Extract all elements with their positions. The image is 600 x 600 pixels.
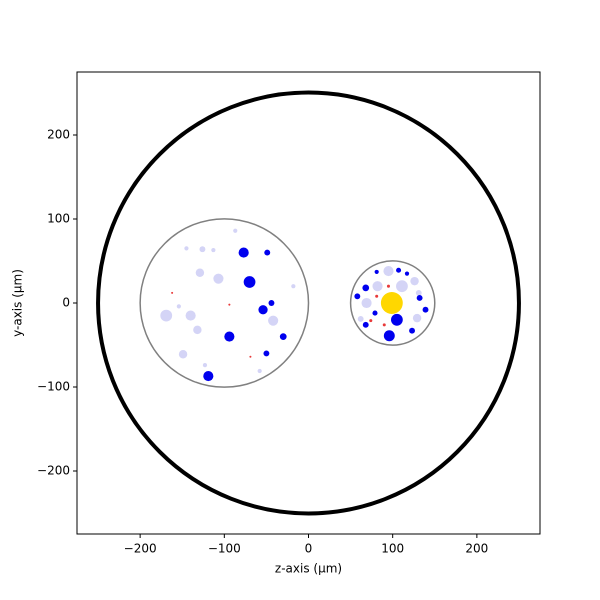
particle <box>374 269 379 275</box>
x-axis-title: z-axis (µm) <box>275 562 342 576</box>
particle <box>357 316 364 322</box>
particle <box>178 350 188 359</box>
boundary-circle <box>96 90 521 516</box>
particle <box>291 284 296 289</box>
particle <box>369 319 373 323</box>
particle <box>268 315 279 326</box>
particle <box>396 280 408 293</box>
y-tick-label: −200 <box>37 464 70 478</box>
particle <box>185 310 196 321</box>
y-tick-label: 100 <box>47 212 70 226</box>
particle <box>258 305 268 315</box>
particle <box>409 327 415 334</box>
particle <box>404 271 410 276</box>
x-tick-label: 200 <box>465 542 488 556</box>
particle <box>362 321 369 328</box>
particle <box>354 293 361 300</box>
particle <box>193 325 202 335</box>
x-tick-label: 0 <box>305 542 313 556</box>
particle <box>361 297 372 309</box>
particle <box>249 355 252 358</box>
particle <box>243 276 256 288</box>
x-tick-label: −100 <box>208 542 241 556</box>
particle <box>362 284 370 292</box>
particle <box>213 273 224 284</box>
x-tick-label: −200 <box>124 542 157 556</box>
y-tick-label: 200 <box>47 128 70 142</box>
particle <box>422 306 429 313</box>
particle <box>372 281 383 292</box>
particle <box>380 292 403 314</box>
particle <box>279 333 287 340</box>
particle <box>372 310 378 316</box>
particle <box>396 267 402 273</box>
particle <box>382 323 386 327</box>
x-tick-label: 100 <box>381 542 404 556</box>
particle <box>202 363 208 368</box>
particle <box>195 268 205 277</box>
particle <box>160 309 173 322</box>
y-tick-label: 0 <box>62 296 70 310</box>
particle <box>257 368 262 374</box>
particle <box>184 246 189 251</box>
particle <box>233 228 238 233</box>
particle <box>268 300 275 306</box>
particle <box>199 246 206 253</box>
particle <box>410 276 419 286</box>
plot-marks <box>96 90 521 516</box>
particle <box>203 371 214 382</box>
particle <box>264 249 271 256</box>
particle <box>415 289 422 296</box>
particle <box>383 266 394 277</box>
boundary-circle <box>349 260 436 346</box>
particle <box>383 330 395 342</box>
particle <box>224 331 235 342</box>
y-axis-title: y-axis (µm) <box>11 269 25 337</box>
particle <box>375 294 379 298</box>
particle <box>176 304 181 309</box>
particle <box>228 303 231 306</box>
particle <box>238 247 249 258</box>
particle <box>211 247 216 253</box>
boundary-circle <box>139 218 310 388</box>
particle <box>386 284 390 288</box>
particle <box>416 295 423 301</box>
y-tick-label: −100 <box>37 380 70 394</box>
particle <box>263 350 270 357</box>
particle <box>412 313 422 323</box>
particle <box>390 313 403 326</box>
particle <box>171 291 174 294</box>
